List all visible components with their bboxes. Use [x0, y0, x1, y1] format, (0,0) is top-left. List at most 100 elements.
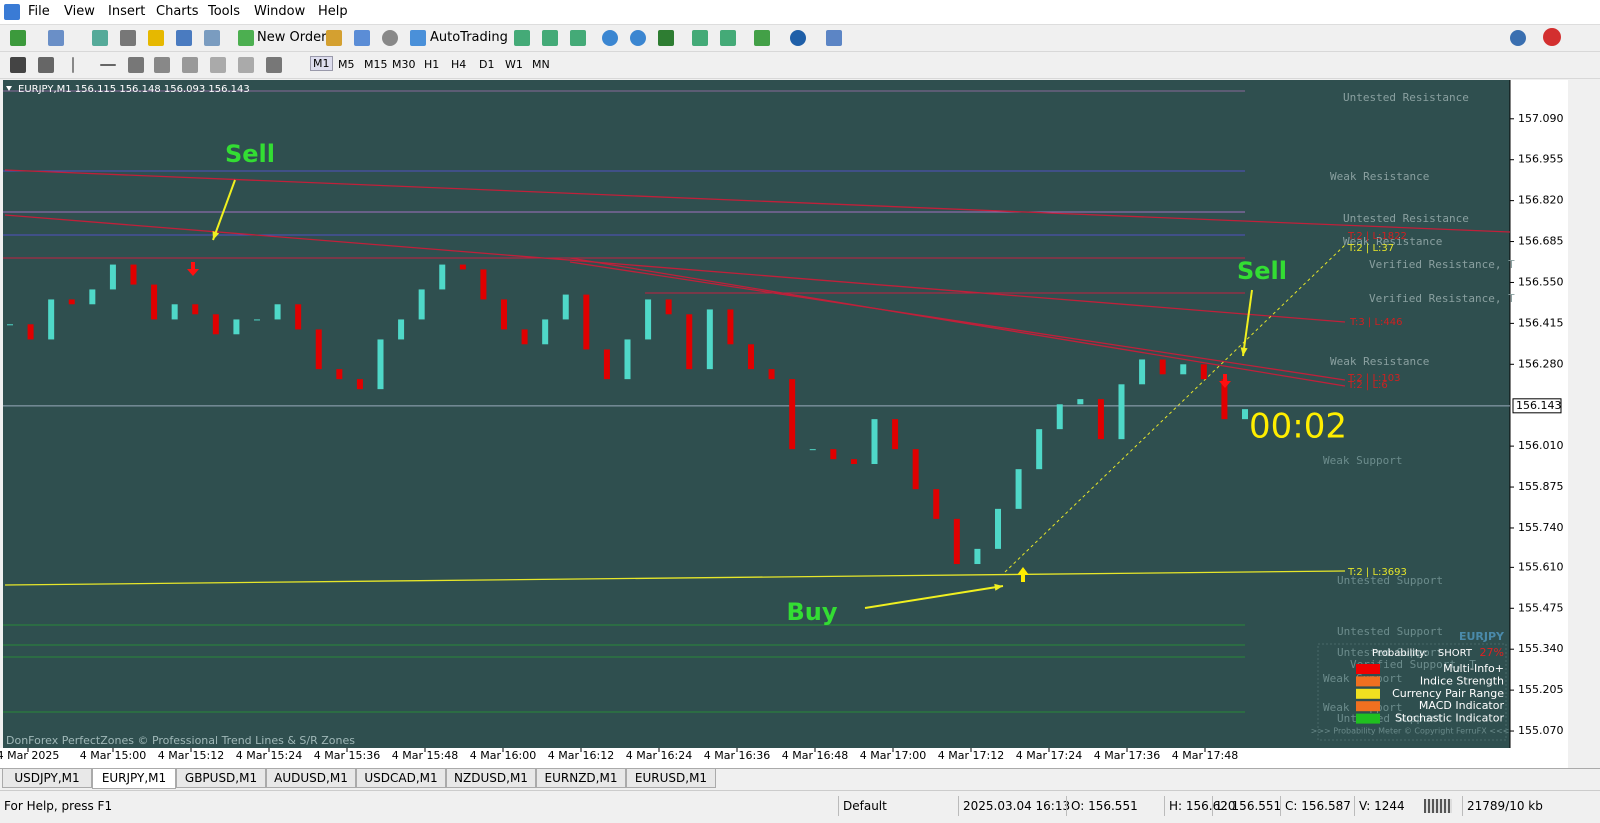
- timeframe-button[interactable]: M30: [392, 58, 416, 71]
- search-icon[interactable]: [1510, 30, 1526, 46]
- menu-item[interactable]: Charts: [156, 4, 199, 19]
- panel-symbol: EURJPY: [1459, 630, 1505, 643]
- zone-label: Untested Support: [1337, 574, 1443, 587]
- candle: [418, 289, 425, 320]
- tool-icon[interactable]: [692, 30, 708, 46]
- trendline-label: T:2 | L:37: [1347, 243, 1394, 254]
- menu-item[interactable]: Help: [318, 4, 348, 19]
- candle: [583, 294, 590, 350]
- candle: [871, 419, 878, 465]
- tool-icon[interactable]: [382, 30, 398, 46]
- zone-label: Weak Resistance: [1330, 355, 1429, 368]
- candle: [1118, 384, 1125, 440]
- notification-icon[interactable]: [1543, 28, 1561, 46]
- tool-icon[interactable]: [148, 30, 164, 46]
- price-tick-label: 157.090: [1518, 112, 1564, 125]
- tool-icon[interactable]: [602, 30, 618, 46]
- trend-line: [569, 261, 1346, 381]
- timeframe-button[interactable]: MN: [532, 58, 550, 71]
- trendline-label: T:2 | L:103: [1347, 373, 1401, 384]
- candle: [912, 449, 919, 490]
- candle: [1036, 429, 1043, 470]
- tool-icon[interactable]: [120, 30, 136, 46]
- tool-icon[interactable]: [354, 30, 370, 46]
- timeframe-button[interactable]: M15: [364, 58, 388, 71]
- tool-icon[interactable]: [72, 57, 74, 73]
- candle: [27, 324, 34, 340]
- candle: [1097, 399, 1104, 440]
- timeframe-button[interactable]: M1: [310, 56, 333, 71]
- tool-icon[interactable]: [100, 64, 116, 66]
- tool-icon[interactable]: [238, 57, 254, 73]
- candle: [1221, 379, 1228, 420]
- timeframe-button[interactable]: H1: [424, 58, 440, 71]
- tool-icon[interactable]: [570, 30, 586, 46]
- candle: [1200, 364, 1207, 380]
- zone-label: Untested Resistance: [1343, 212, 1469, 225]
- tool-icon[interactable]: [128, 57, 144, 73]
- candle: [48, 299, 55, 340]
- chart-tab[interactable]: USDJPY,M1: [2, 769, 92, 788]
- candle: [809, 449, 816, 451]
- menu-item[interactable]: Window: [254, 4, 306, 19]
- time-tick-label: 4 Mar 15:00: [80, 749, 146, 762]
- trend-line: [4, 169, 1511, 233]
- tool-icon[interactable]: [754, 30, 770, 46]
- chart-tab[interactable]: GBPUSD,M1: [176, 769, 266, 788]
- tool-icon[interactable]: [410, 30, 426, 46]
- chart-tab[interactable]: EURJPY,M1: [92, 769, 176, 789]
- menu-item[interactable]: View: [64, 4, 95, 19]
- tool-icon[interactable]: [176, 30, 192, 46]
- tool-icon[interactable]: [48, 30, 64, 46]
- timeframe-button[interactable]: M5: [338, 58, 355, 71]
- panel-item: Currency Pair Range: [1392, 687, 1504, 700]
- tool-icon[interactable]: [154, 57, 170, 73]
- tool-icon[interactable]: [790, 30, 806, 46]
- panel-label: Probability:: [1372, 648, 1428, 659]
- chart-tab[interactable]: NZDUSD,M1: [446, 769, 536, 788]
- tool-icon[interactable]: [720, 30, 736, 46]
- chart-tab[interactable]: USDCAD,M1: [356, 769, 446, 788]
- status-field: C: 156.587: [1280, 796, 1351, 816]
- tool-icon[interactable]: [630, 30, 646, 46]
- tool-icon[interactable]: [826, 30, 842, 46]
- candle: [377, 339, 384, 390]
- tool-icon[interactable]: [514, 30, 530, 46]
- tool-icon[interactable]: [210, 57, 226, 73]
- candle: [109, 264, 116, 290]
- tool-icon[interactable]: [204, 30, 220, 46]
- chart-tab[interactable]: AUDUSD,M1: [266, 769, 356, 788]
- price-tick-label: 155.610: [1518, 560, 1564, 573]
- menu-item[interactable]: File: [28, 4, 50, 19]
- timeframe-button[interactable]: W1: [505, 58, 523, 71]
- tool-icon[interactable]: [658, 30, 674, 46]
- candle: [1139, 359, 1146, 385]
- candle: [933, 489, 940, 519]
- tool-icon[interactable]: [10, 30, 26, 46]
- candle: [1159, 359, 1166, 375]
- tool-icon[interactable]: [542, 30, 558, 46]
- status-field: 21789/10 kb: [1462, 796, 1543, 816]
- menu-item[interactable]: Insert: [108, 4, 146, 19]
- timeframe-button[interactable]: H4: [451, 58, 467, 71]
- tool-icon[interactable]: [266, 57, 282, 73]
- menu-item[interactable]: Tools: [208, 4, 241, 19]
- zone-label: Verified Support, T: [1350, 658, 1476, 671]
- tool-icon[interactable]: [238, 30, 254, 46]
- tool-icon[interactable]: [326, 30, 342, 46]
- timeframe-button[interactable]: D1: [479, 58, 495, 71]
- tool-icon[interactable]: [92, 30, 108, 46]
- tool-icon[interactable]: [182, 57, 198, 73]
- tool-icon[interactable]: [38, 57, 54, 73]
- candle: [171, 304, 178, 320]
- price-tick-label: 155.740: [1518, 521, 1564, 534]
- autotrading-button[interactable]: AutoTrading: [430, 30, 508, 45]
- price-tick-label: 156.280: [1518, 357, 1564, 370]
- chart-tab[interactable]: EURNZD,M1: [536, 769, 626, 788]
- panel-meter: [1356, 664, 1380, 674]
- new-order-button[interactable]: New Order: [257, 30, 327, 45]
- price-tick-label: 155.205: [1518, 683, 1564, 696]
- tool-icon[interactable]: [10, 57, 26, 73]
- chart-tab[interactable]: EURUSD,M1: [626, 769, 716, 788]
